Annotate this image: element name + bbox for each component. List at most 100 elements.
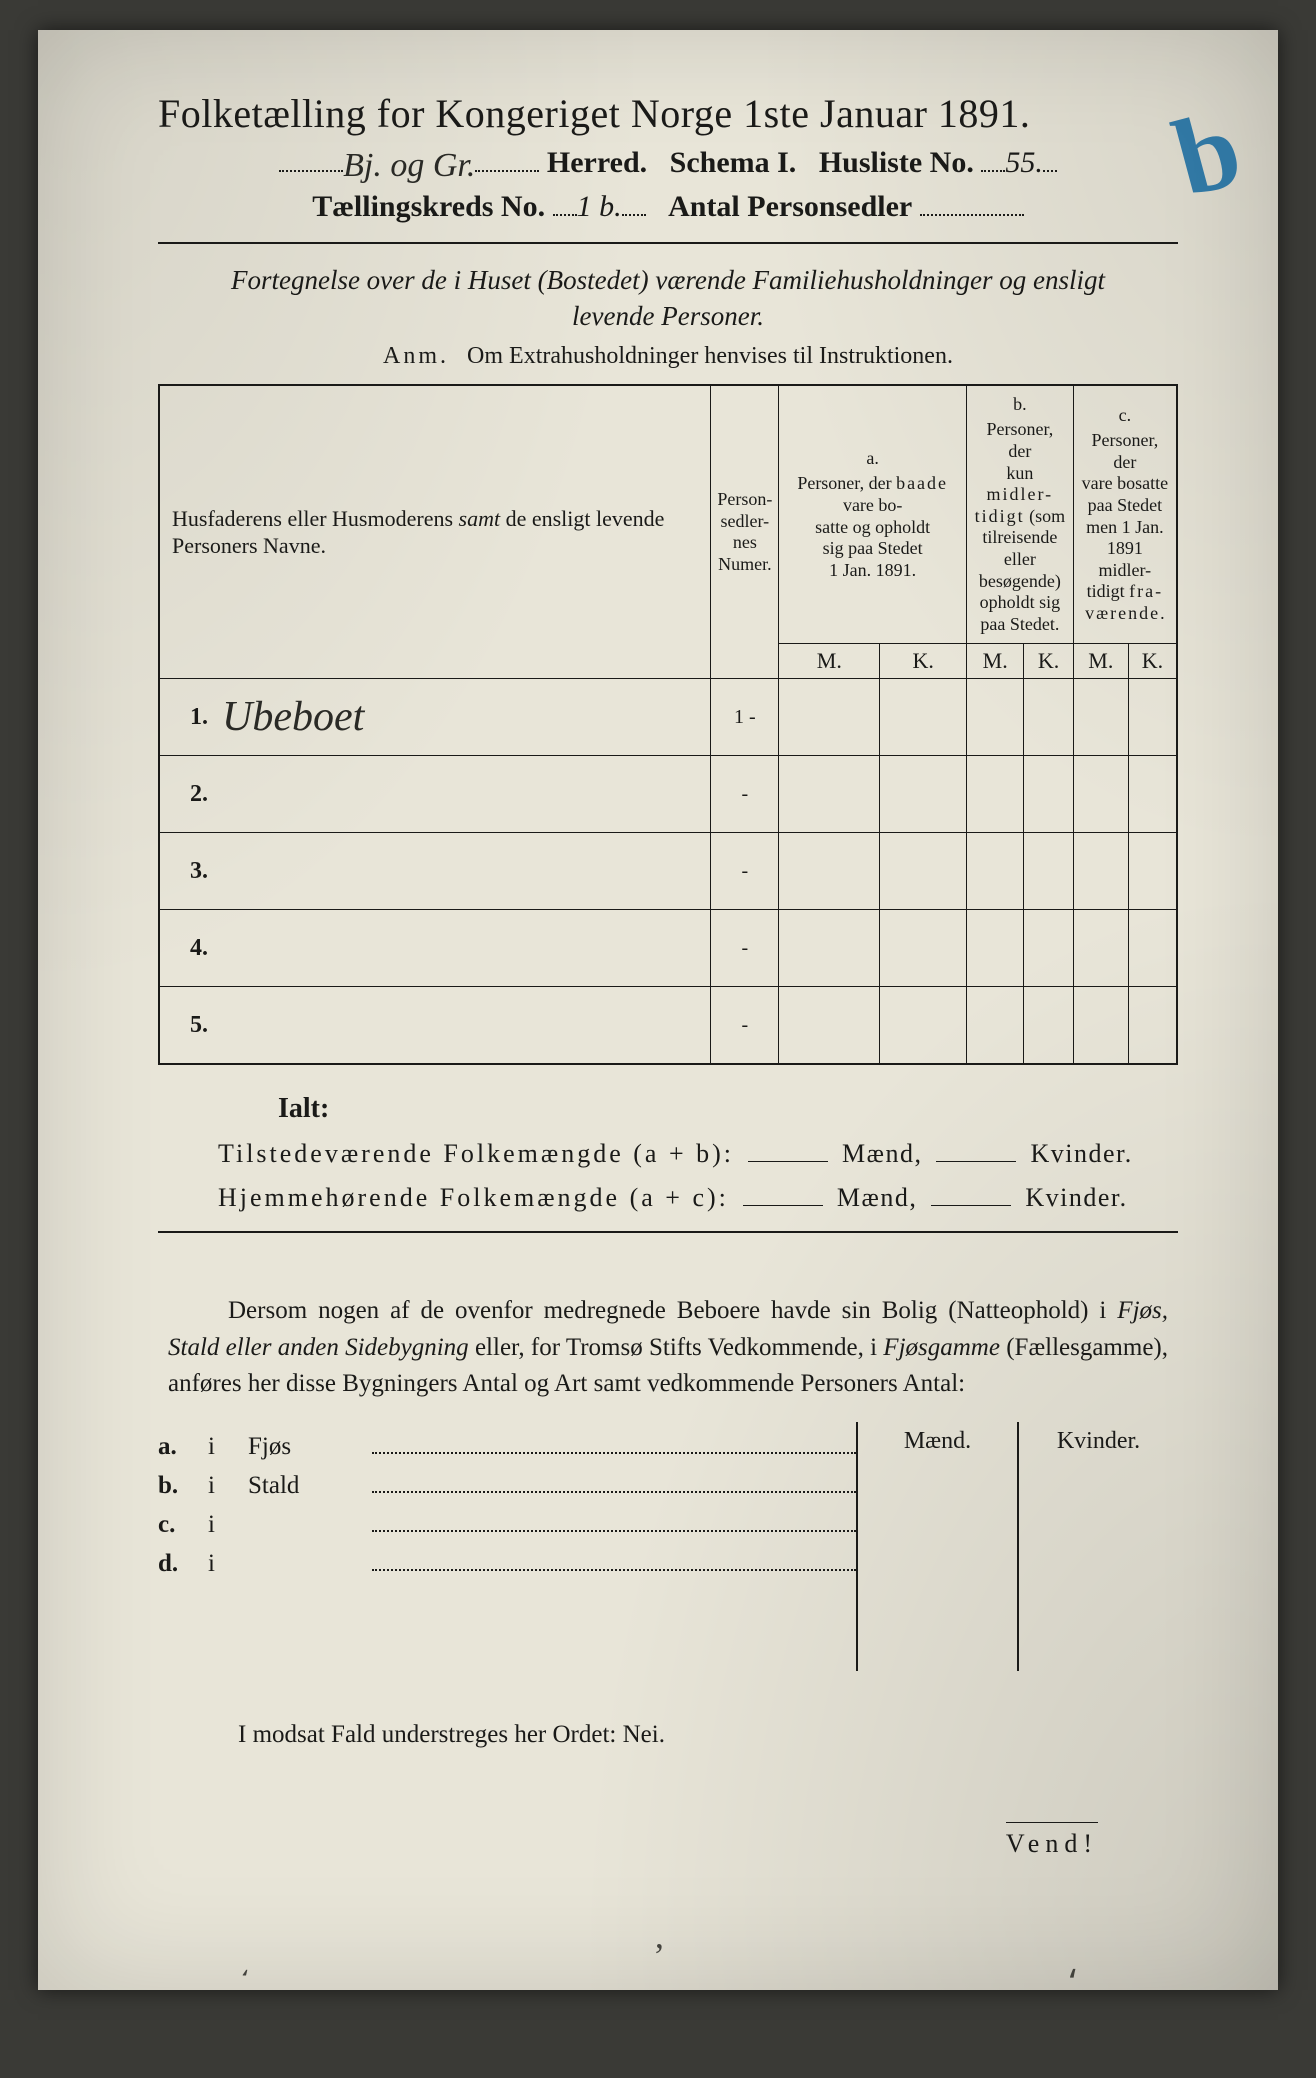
herred-label: Herred. — [547, 146, 647, 179]
row-key: c. — [158, 1511, 208, 1539]
personsedler-cell: 1 - — [711, 679, 779, 756]
census-table: Husfaderens eller Husmoderens samt de en… — [158, 384, 1178, 1066]
sidebuilding-row: a.iFjøs — [158, 1432, 856, 1461]
name-cell: Ubeboet — [214, 679, 711, 756]
row-label: Stald — [248, 1472, 368, 1500]
counts-head-maend: Mænd. — [858, 1422, 1019, 1461]
schema-label: Schema I. — [670, 146, 797, 179]
counts-col-maend — [858, 1461, 1019, 1671]
sidebuilding-row: d.i — [158, 1549, 856, 1578]
row-number: 1. — [159, 679, 214, 756]
personsedler-cell: - — [711, 833, 779, 910]
row-i: i — [208, 1433, 248, 1461]
col-header-a: a. Personer, der baade vare bo-satte og … — [779, 385, 967, 644]
row-key: a. — [158, 1433, 208, 1461]
counts-box: Mænd. Kvinder. — [856, 1422, 1178, 1671]
footnote-nei: I modsat Fald understreges her Ordet: Ne… — [238, 1721, 1178, 1749]
rule-2 — [158, 1231, 1178, 1233]
c-m — [1073, 756, 1128, 833]
row-label: Fjøs — [248, 1433, 368, 1461]
sidebuilding-row: b.iStald — [158, 1471, 856, 1500]
a-k — [880, 987, 967, 1065]
row-number: 2. — [159, 756, 214, 833]
table-row: 2. - — [159, 756, 1177, 833]
anm-line: Anm. Om Extrahusholdninger henvises til … — [158, 343, 1178, 370]
a-k — [880, 679, 967, 756]
bottom-smudges: ͵ʼ⸲ — [38, 1935, 1278, 1984]
table-row: 1.Ubeboet1 - — [159, 679, 1177, 756]
total-present: Tilstedeværende Folkemængde (a + b): Mæn… — [218, 1139, 1178, 1169]
a-m — [779, 756, 880, 833]
row-number: 3. — [159, 833, 214, 910]
b-k — [1024, 679, 1073, 756]
row-key: b. — [158, 1472, 208, 1500]
c-k — [1128, 833, 1177, 910]
b-m — [966, 987, 1023, 1065]
row-i: i — [208, 1472, 248, 1500]
col-header-c: c. Personer, dervare bosattepaa Stedetme… — [1073, 385, 1177, 644]
c-m — [1073, 833, 1128, 910]
counts-head-kvinder: Kvinder. — [1019, 1422, 1178, 1461]
b-m — [966, 679, 1023, 756]
subhead-a-k: K. — [880, 644, 967, 679]
c-k — [1128, 910, 1177, 987]
subhead-b-m: M. — [966, 644, 1023, 679]
row-dots — [372, 1510, 856, 1532]
table-row: 5. - — [159, 987, 1177, 1065]
anm-text: Om Extrahusholdninger henvises til Instr… — [467, 343, 953, 369]
subhead-c-m: M. — [1073, 644, 1128, 679]
table-row: 4. - — [159, 910, 1177, 987]
row-number: 5. — [159, 987, 214, 1065]
a-m — [779, 987, 880, 1065]
c-k — [1128, 756, 1177, 833]
personsedler-cell: - — [711, 756, 779, 833]
husliste-hand: 55. — [1005, 146, 1043, 179]
personsedler-cell: - — [711, 910, 779, 987]
subhead-a-m: M. — [779, 644, 880, 679]
a-k — [880, 833, 967, 910]
row-i: i — [208, 1550, 248, 1578]
name-cell — [214, 756, 711, 833]
row-dots — [372, 1471, 856, 1493]
husliste-label: Husliste No. — [819, 146, 974, 179]
row-dots — [372, 1432, 856, 1454]
a-m — [779, 833, 880, 910]
herred-line: Bj. og Gr. Herred. Schema I. Husliste No… — [158, 143, 1178, 181]
c-m — [1073, 679, 1128, 756]
census-form-page: b Folketælling for Kongeriget Norge 1ste… — [38, 30, 1278, 1990]
table-row: 3. - — [159, 833, 1177, 910]
kreds-hand: 1 b. — [577, 190, 622, 223]
vend-label: Vend! — [158, 1829, 1098, 1859]
ialt-label: Ialt: — [278, 1093, 1178, 1125]
b-m — [966, 756, 1023, 833]
sidebuilding-paragraph: Dersom nogen af de ovenfor medregnede Be… — [168, 1293, 1168, 1402]
sidebuilding-table: a.iFjøsb.iStaldc.id.i Mænd. Kvinder. — [158, 1422, 1178, 1671]
c-m — [1073, 987, 1128, 1065]
b-k — [1024, 756, 1073, 833]
personsedler-cell: - — [711, 987, 779, 1065]
row-dots — [372, 1549, 856, 1571]
name-cell — [214, 833, 711, 910]
b-m — [966, 910, 1023, 987]
a-m — [779, 679, 880, 756]
rule-1 — [158, 242, 1178, 244]
b-k — [1024, 910, 1073, 987]
counts-col-kvinder — [1019, 1461, 1178, 1671]
b-k — [1024, 987, 1073, 1065]
b-k — [1024, 833, 1073, 910]
a-m — [779, 910, 880, 987]
subhead-b-k: K. — [1024, 644, 1073, 679]
row-number: 4. — [159, 910, 214, 987]
kreds-label: Tællingskreds No. — [312, 190, 545, 223]
anm-prefix: Anm. — [383, 343, 449, 369]
col-header-personsedler: Person-sedler-nesNumer. — [711, 385, 779, 679]
name-cell — [214, 910, 711, 987]
intro-text: Fortegnelse over de i Huset (Bostedet) v… — [198, 262, 1138, 335]
total-belonging: Hjemmehørende Folkemængde (a + c): Mænd,… — [218, 1183, 1178, 1213]
b-m — [966, 833, 1023, 910]
name-cell — [214, 987, 711, 1065]
kreds-line: Tællingskreds No. 1 b. Antal Personsedle… — [158, 187, 1178, 224]
row-key: d. — [158, 1550, 208, 1578]
c-k — [1128, 987, 1177, 1065]
col-header-names: Husfaderens eller Husmoderens samt de en… — [159, 385, 711, 679]
